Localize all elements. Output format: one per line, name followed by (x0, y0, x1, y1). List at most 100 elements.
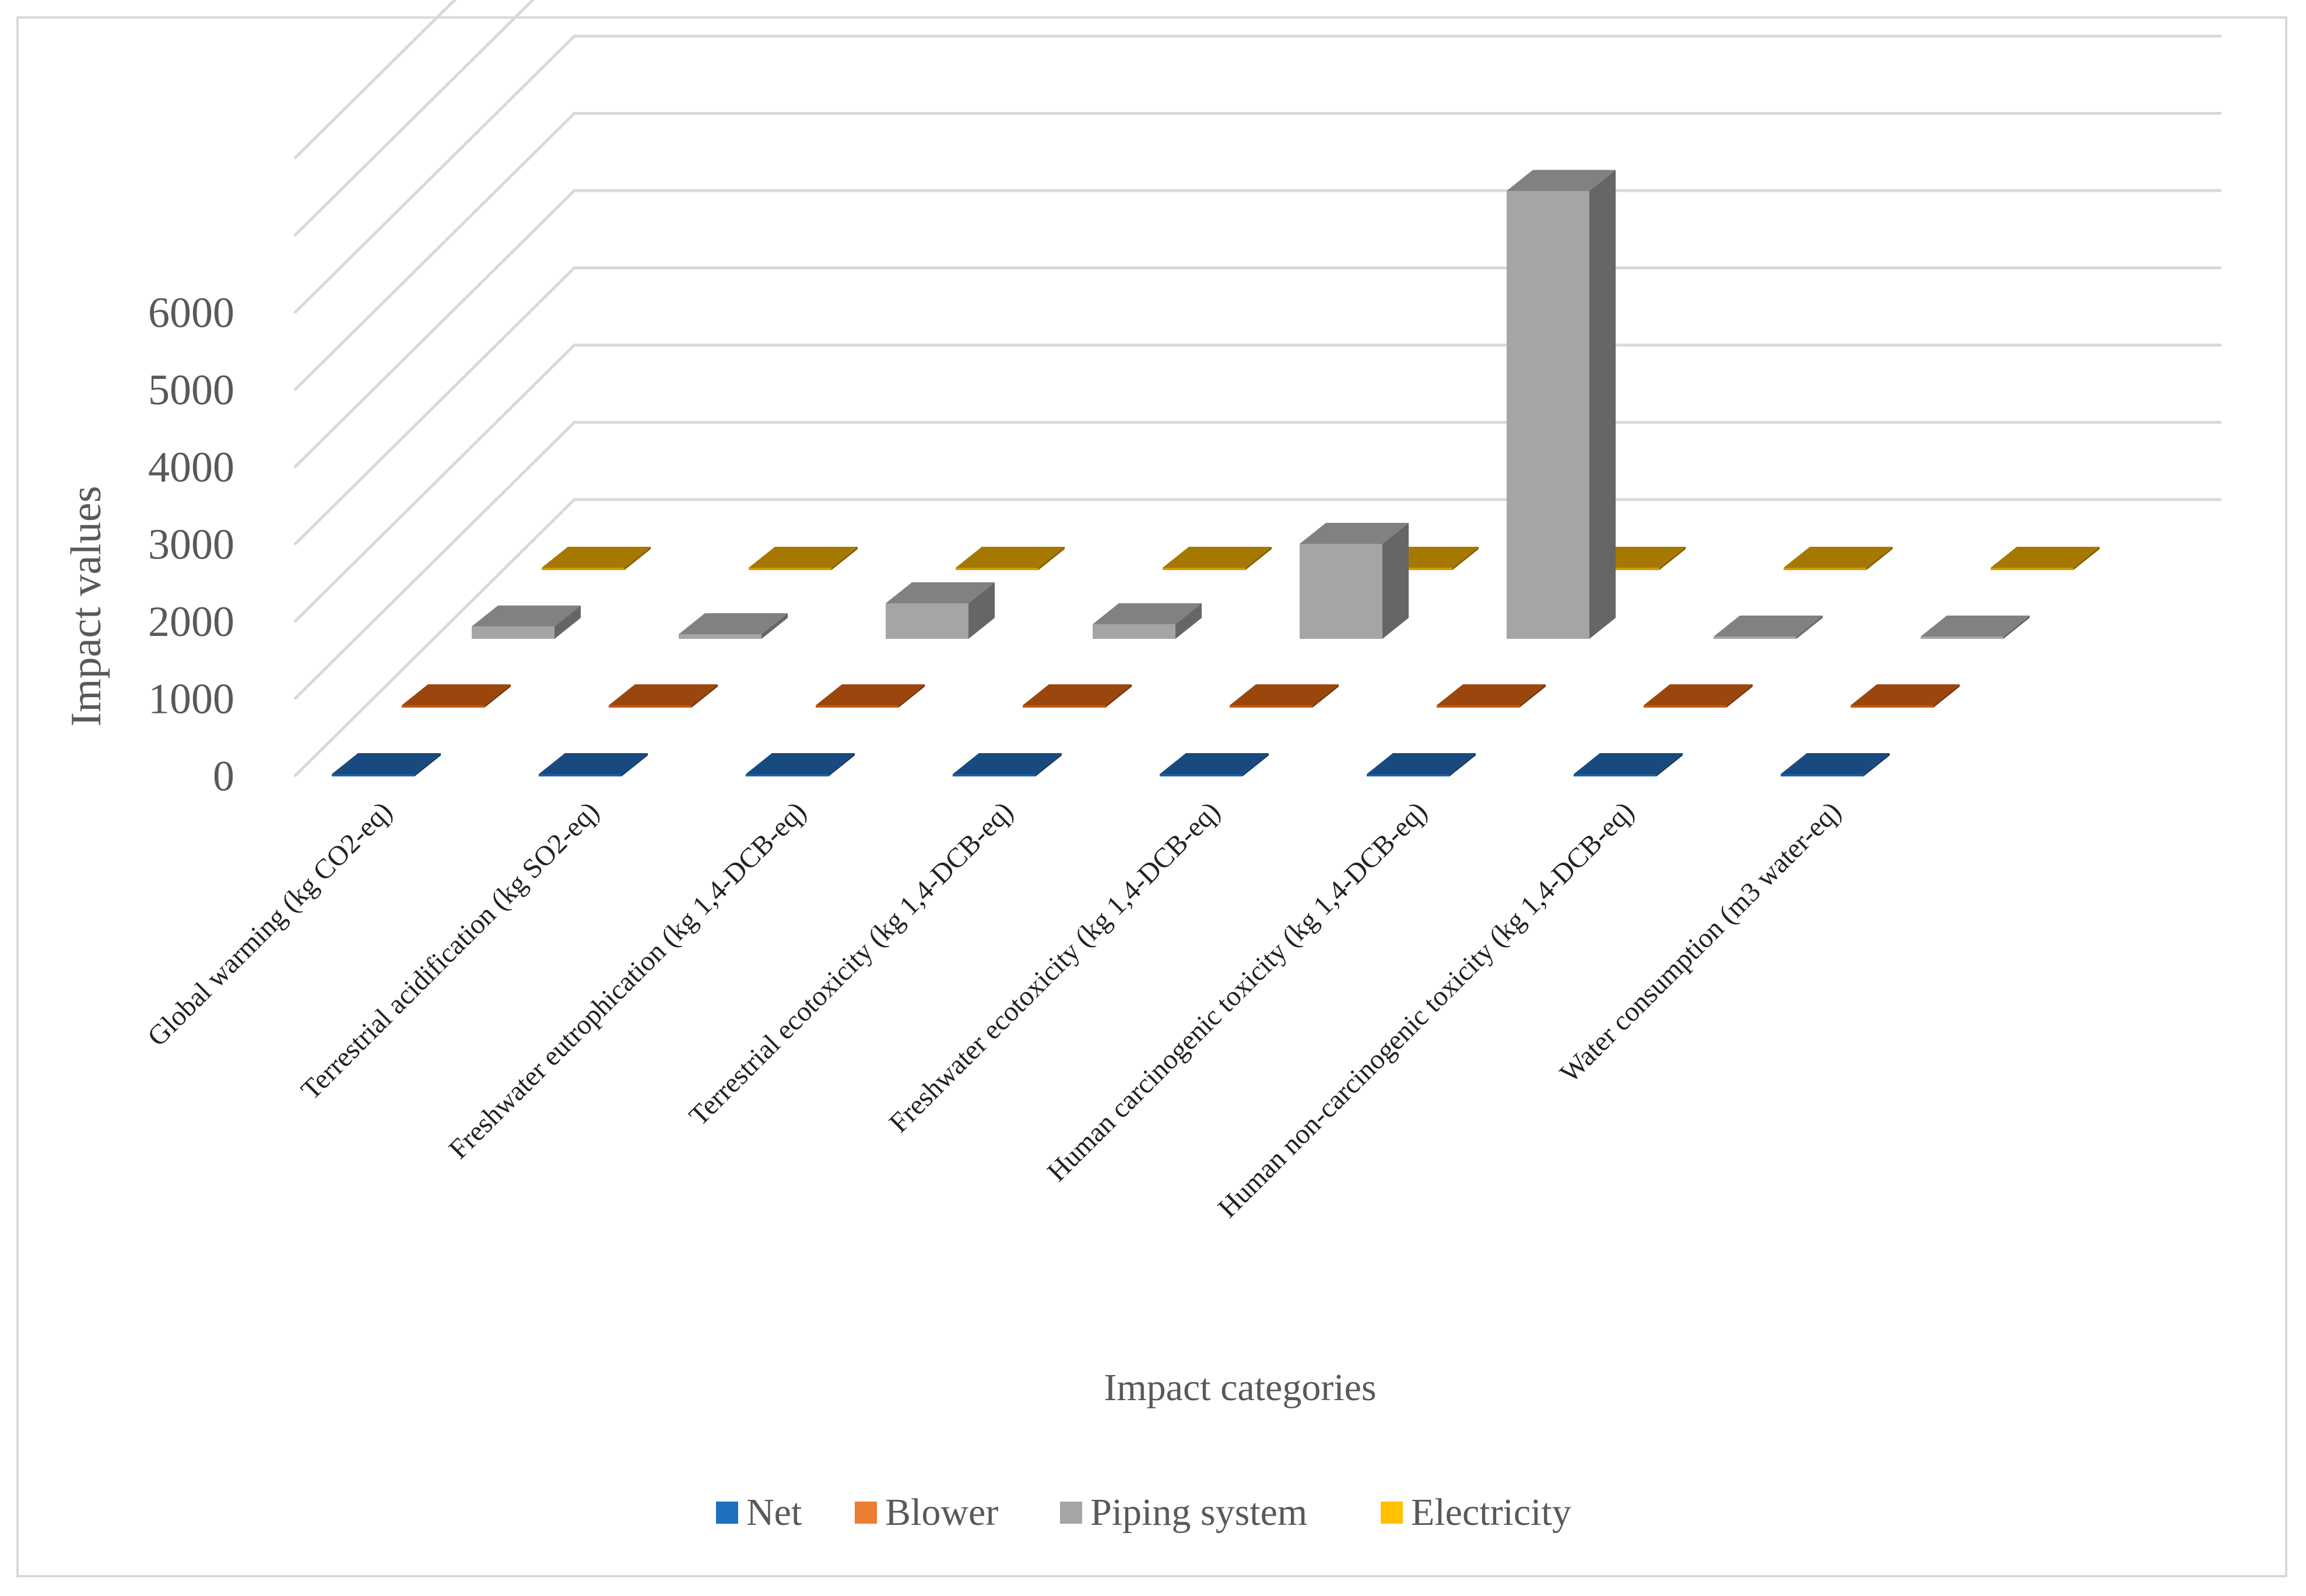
bar-piping-system-4 (1093, 603, 1202, 639)
bar-blower-6 (1437, 684, 1546, 708)
bar-side-face (1519, 684, 1546, 708)
bar-side-face (1312, 684, 1339, 708)
bar-front-face (1644, 705, 1726, 708)
bar-side-face (831, 547, 858, 570)
legend-item-net: Net (716, 1491, 802, 1534)
bar-top-face (1781, 753, 1890, 774)
bar-electricity-3 (956, 547, 1065, 570)
bar-side-face (415, 753, 441, 776)
bar-blower-7 (1644, 684, 1753, 708)
bar-side-face (2003, 616, 2030, 639)
legend-label: Blower (885, 1491, 998, 1534)
bar-electricity-1 (542, 547, 651, 570)
bar-top-face (1507, 170, 1616, 191)
bar-front-face (1574, 774, 1656, 776)
y-tick-label: 4000 (148, 444, 234, 491)
bar-front-face (1160, 774, 1242, 776)
bar-piping-system-8 (1921, 616, 2030, 639)
gridline (293, 0, 457, 160)
category-label: Freshwater ecotoxicity (kg 1,4-DCB-eq) (883, 796, 1226, 1138)
bar-top-face (1784, 547, 1893, 568)
bar-front-face (1093, 624, 1175, 639)
bar-front-face (816, 705, 898, 708)
bar-front-face (1921, 637, 2003, 639)
bar-front-face (609, 705, 692, 708)
gridline (293, 266, 2221, 546)
bar-side-face (1036, 753, 1062, 776)
legend-item-electricity: Electricity (1381, 1491, 1571, 1534)
bar-side-face (1656, 753, 1683, 776)
bar-side-face (692, 684, 718, 708)
bar-net-7 (1574, 753, 1683, 776)
bar-blower-2 (609, 684, 718, 708)
bar-side-face (829, 753, 855, 776)
bar-piping-system-1 (472, 605, 581, 639)
bar-front-face (539, 774, 622, 776)
legend-item-piping-system: Piping system (1060, 1491, 1307, 1534)
bar-front-face (332, 774, 415, 776)
legend-swatch (855, 1502, 877, 1524)
bar-front-face (1851, 705, 1933, 708)
bar-side-face (898, 684, 925, 708)
bar-side-face (1726, 684, 1753, 708)
category-label: Freshwater eutrophication (kg 1,4-DCB-eq… (443, 796, 812, 1165)
legend-label: Piping system (1090, 1491, 1307, 1534)
bar-front-face (1991, 568, 2073, 570)
bar-front-face (472, 626, 554, 639)
category-labels: Global warming (kg CO2-eq)Terrestrial ac… (142, 796, 1847, 1224)
gridline (293, 189, 2221, 469)
legend-swatch (1381, 1502, 1403, 1524)
bar-top-face (749, 547, 858, 568)
bar-top-face (402, 684, 511, 705)
bar-piping-system-5 (1300, 523, 1409, 639)
y-tick-label: 6000 (148, 289, 234, 337)
legend-label: Electricity (1411, 1491, 1571, 1534)
bar-piping-system-7 (1714, 616, 1823, 639)
x-axis-title: Impact categories (1104, 1366, 1376, 1409)
bar-side-face (1589, 170, 1616, 639)
y-tick-label: 5000 (148, 367, 234, 414)
bar-front-face (956, 568, 1038, 570)
bar-side-face (1382, 523, 1409, 639)
bar-side-face (1659, 547, 1686, 570)
bar-top-face (1093, 603, 1202, 624)
bar-top-face (332, 753, 441, 774)
bar-blower-4 (1023, 684, 1132, 708)
bar-front-face (886, 603, 968, 639)
bar-side-face (968, 582, 995, 639)
bar-side-face (1175, 603, 1202, 639)
bar-top-face (886, 582, 995, 604)
gridline (293, 112, 2221, 392)
bar-side-face (2073, 547, 2100, 570)
y-tick-label: 1000 (148, 676, 234, 723)
bar-electricity-7 (1784, 547, 1893, 570)
bar-top-face (1644, 684, 1753, 705)
bar-net-5 (1160, 753, 1269, 776)
bar-side-face (1933, 684, 1960, 708)
bar-front-face (1784, 568, 1866, 570)
bar-top-face (1991, 547, 2100, 568)
bar-piping-system-3 (886, 582, 995, 639)
bar-side-face (485, 684, 511, 708)
bar-front-face (1230, 705, 1312, 708)
bar-front-face (1781, 774, 1863, 776)
gridline (293, 0, 535, 237)
bar-side-face (1452, 547, 1479, 570)
bar-top-face (953, 753, 1062, 774)
bar-top-face (956, 547, 1065, 568)
category-label: Global warming (kg CO2-eq) (142, 796, 398, 1052)
y-axis-title: Impact values (62, 486, 110, 727)
bar-front-face (1437, 705, 1519, 708)
bar-side-face (1863, 753, 1890, 776)
bar-side-face (1449, 753, 1476, 776)
bar-top-face (472, 605, 581, 627)
bar-front-face (1300, 544, 1382, 639)
bar-side-face (622, 753, 648, 776)
bar-front-face (749, 568, 831, 570)
bar-piping-system-6 (1507, 170, 1616, 639)
gridline (293, 343, 2221, 623)
bar-net-8 (1781, 753, 1890, 776)
gridlines (293, 0, 2221, 778)
legend-label: Net (746, 1491, 802, 1534)
